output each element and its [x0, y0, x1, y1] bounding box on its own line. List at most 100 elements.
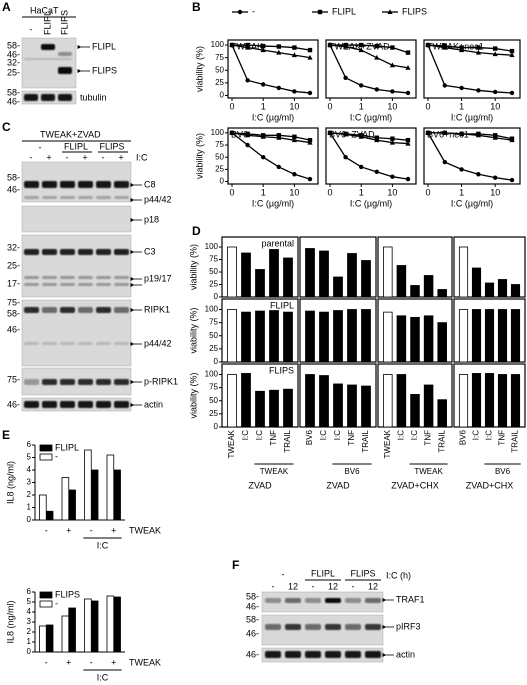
point	[405, 137, 411, 143]
point	[475, 132, 481, 138]
blot-band	[325, 651, 341, 658]
ic-lane: +	[46, 152, 51, 162]
blot-strip	[261, 591, 384, 613]
bar	[39, 494, 47, 521]
plot-frame	[227, 127, 319, 185]
point	[359, 83, 364, 88]
legend-swatch	[39, 591, 53, 599]
bar	[510, 284, 521, 298]
x-tick-label: I:C	[319, 430, 328, 440]
bar	[396, 374, 407, 428]
time-lane: 12	[328, 581, 338, 591]
point	[459, 131, 465, 136]
lane-label: FLIPS	[350, 568, 375, 578]
x-tick-label: -	[90, 657, 93, 667]
point	[276, 85, 281, 91]
point	[492, 134, 498, 140]
bar	[333, 276, 343, 298]
legend-label: -	[55, 451, 58, 461]
point	[442, 130, 448, 135]
bar	[84, 598, 92, 653]
blot-band	[24, 94, 38, 101]
lane-label: FLIPL	[64, 141, 88, 151]
y-tick-label: 2	[27, 490, 32, 499]
x-axis-label: I:C (µg/ml)	[350, 198, 392, 208]
x-tick-label: BV6	[459, 429, 468, 445]
point	[307, 139, 313, 145]
series-line	[427, 132, 513, 181]
bar	[305, 248, 315, 298]
ic-lane: -	[30, 152, 33, 162]
y-tick-label: 0	[220, 91, 225, 100]
point	[307, 90, 313, 96]
legend-label: FLIPL	[55, 442, 79, 452]
y-tick-label: 100	[211, 128, 225, 137]
blot-band	[265, 598, 281, 603]
mw-marker: 46-	[7, 324, 20, 334]
band-label: tubulin	[80, 92, 107, 102]
point	[291, 137, 297, 143]
point	[493, 175, 498, 180]
blot-band	[60, 276, 75, 279]
bar	[458, 309, 469, 363]
x-tick-label: TWEAK	[383, 429, 392, 458]
x-tick-label: +	[111, 525, 116, 535]
ic-lane: -	[66, 152, 69, 162]
bar	[255, 310, 265, 363]
band-label: FLIPS	[92, 65, 117, 75]
mw-marker: 58-	[7, 308, 20, 318]
x-tick-label: 1	[459, 187, 464, 197]
mw-marker: 58-	[7, 87, 20, 97]
bar	[333, 310, 343, 363]
x-axis-label: I:C (µg/ml)	[252, 198, 294, 208]
point	[276, 49, 282, 55]
point	[358, 47, 364, 53]
blot-band	[24, 283, 39, 286]
point	[229, 42, 235, 48]
bar	[423, 384, 434, 428]
blot-strip	[21, 299, 132, 367]
bar	[423, 315, 434, 363]
x-tick-label: I:C	[485, 430, 494, 440]
point	[374, 87, 379, 92]
blot-band	[114, 249, 129, 255]
bar	[383, 246, 393, 298]
y-axis-label: IL8 (ng/ml)	[5, 461, 15, 504]
time-label: I:C (h)	[386, 570, 411, 580]
x-tick-label: BV6	[305, 429, 314, 445]
y-tick-label: 75	[215, 53, 224, 62]
legend-symbol	[387, 9, 393, 14]
bar	[437, 399, 447, 428]
group-label: BV6	[495, 467, 511, 476]
blot-band	[305, 598, 321, 603]
x-tick-label: 10	[289, 101, 299, 111]
y-tick-label: 0	[214, 292, 219, 301]
blot-band	[345, 598, 361, 603]
point	[493, 89, 498, 95]
point	[390, 45, 395, 50]
bar	[269, 389, 279, 428]
lane-label: -	[30, 24, 33, 34]
blot-band	[114, 401, 129, 408]
blot-band	[96, 283, 111, 286]
point	[307, 47, 313, 53]
bar	[347, 309, 357, 363]
band-label: p19/17	[144, 273, 172, 283]
y-tick-label: 5	[27, 453, 32, 462]
legend-swatch	[39, 600, 53, 608]
band-label: p44/42	[144, 194, 172, 204]
y-tick-label: 0	[214, 357, 219, 366]
x-tick-label: TRAIL	[437, 429, 446, 452]
bar	[497, 309, 508, 363]
point	[509, 48, 515, 54]
x-tick-label: -	[45, 657, 48, 667]
point	[261, 82, 266, 87]
x-tick-label: -	[90, 525, 93, 535]
x-tick-label: +	[66, 657, 71, 667]
blot-band	[60, 401, 75, 408]
blot-band	[285, 651, 301, 658]
point	[509, 177, 515, 183]
lane-label: FLIPL	[311, 568, 335, 578]
blot-band	[365, 651, 381, 658]
x-tick-label: 1	[459, 101, 464, 111]
